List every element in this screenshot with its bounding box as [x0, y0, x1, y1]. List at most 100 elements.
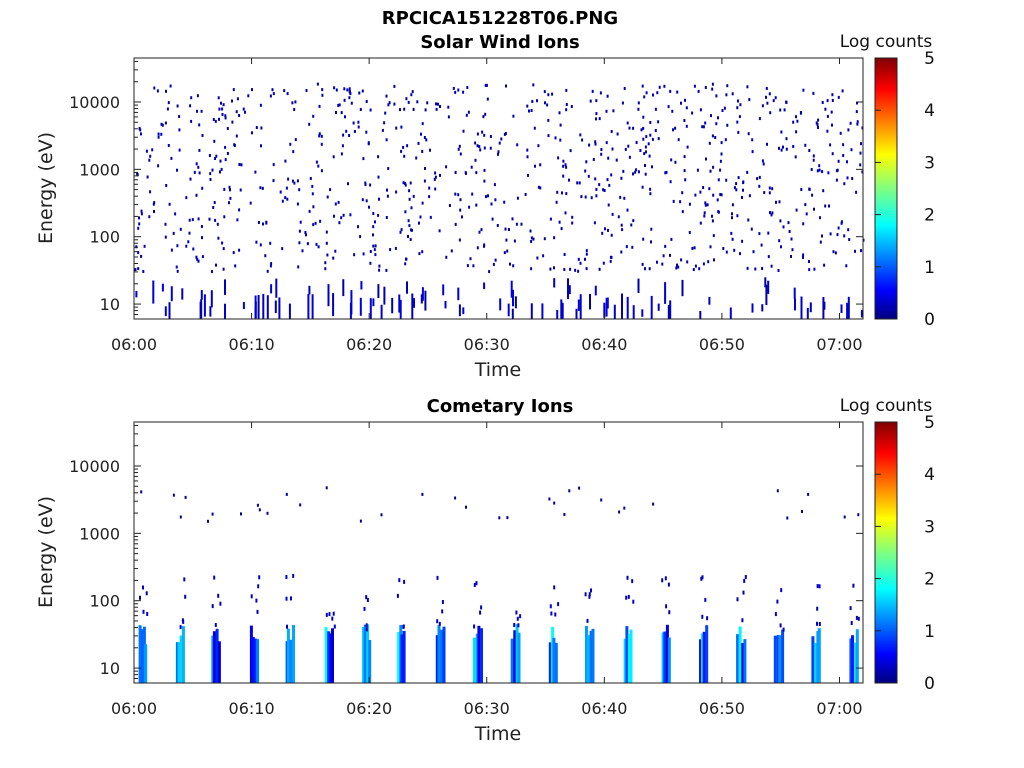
- heatmap-cell: [218, 107, 221, 111]
- heatmap-cell: [731, 203, 734, 207]
- heatmap-cell: [374, 220, 376, 224]
- heatmap-cell: [856, 122, 859, 126]
- heatmap-cell: [485, 195, 487, 199]
- heatmap-cell: [667, 637, 671, 683]
- heatmap-cell: [737, 99, 739, 103]
- heatmap-cell: [647, 142, 650, 146]
- heatmap-cell: [817, 126, 819, 129]
- heatmap-cell: [296, 202, 299, 206]
- heatmap-cell: [161, 283, 164, 292]
- heatmap-cell: [623, 87, 626, 90]
- heatmap-cell: [221, 113, 224, 116]
- heatmap-cell: [170, 286, 173, 302]
- heatmap-cell: [810, 168, 813, 171]
- heatmap-cell: [507, 228, 510, 231]
- heatmap-cell: [387, 103, 390, 107]
- heatmap-cell: [616, 132, 619, 136]
- heatmap-cell: [623, 506, 626, 510]
- heatmap-cell: [571, 215, 574, 219]
- heatmap-cell: [828, 204, 830, 208]
- heatmap-cell: [776, 599, 779, 604]
- heatmap-cell: [507, 303, 510, 317]
- heatmap-cell: [218, 117, 220, 121]
- heatmap-cell: [705, 157, 707, 161]
- heatmap-cell: [216, 222, 219, 226]
- colorbar-tick-label: 3: [924, 153, 935, 173]
- panel-title-solar-wind: Solar Wind Ions: [420, 32, 579, 53]
- heatmap-cell: [324, 627, 328, 683]
- heatmap-cell: [409, 238, 412, 241]
- heatmap-cell: [576, 181, 579, 185]
- heatmap-cell: [813, 207, 815, 211]
- heatmap-cell: [412, 194, 415, 198]
- heatmap-cell: [785, 147, 788, 151]
- heatmap-cell: [860, 249, 862, 253]
- heatmap-cell: [568, 178, 570, 182]
- heatmap-cell: [588, 594, 591, 599]
- heatmap-cell: [756, 177, 759, 181]
- heatmap-cell: [254, 638, 258, 683]
- heatmap-cell: [699, 221, 702, 225]
- heatmap-cell: [568, 489, 571, 493]
- heatmap-cell: [506, 249, 509, 253]
- heatmap-cell: [644, 267, 646, 271]
- heatmap-cell: [731, 216, 733, 220]
- heatmap-cell: [701, 575, 704, 580]
- heatmap-cell: [489, 146, 492, 150]
- heatmap-cell: [188, 231, 191, 235]
- heatmap-cell: [632, 305, 635, 319]
- heatmap-cell: [719, 193, 722, 196]
- heatmap-cell: [686, 260, 689, 264]
- heatmap-cell: [699, 639, 703, 683]
- heatmap-cell: [615, 158, 618, 162]
- heatmap-cell: [783, 108, 786, 112]
- heatmap-cell: [623, 196, 626, 200]
- heatmap-cell: [417, 141, 420, 145]
- heatmap-cell: [612, 109, 615, 113]
- heatmap-cell: [266, 511, 269, 515]
- heatmap-cell: [467, 110, 470, 114]
- heatmap-cell: [511, 217, 514, 221]
- heatmap-cell: [683, 169, 686, 173]
- heatmap-cell: [403, 154, 406, 158]
- heatmap-cell: [439, 173, 441, 177]
- heatmap-cell: [407, 235, 409, 238]
- heatmap-cell: [644, 164, 646, 167]
- heatmap-cell: [606, 178, 609, 182]
- heatmap-cell: [457, 193, 460, 197]
- heatmap-cell: [751, 150, 754, 154]
- heatmap-cell: [512, 264, 515, 268]
- heatmap-cell: [308, 209, 311, 213]
- heatmap-cell: [304, 231, 307, 234]
- heatmap-cell: [546, 103, 549, 107]
- colorbar-ticks-solar-wind: 0 1 2 3 4 5: [875, 49, 935, 330]
- heatmap-cell: [447, 115, 450, 119]
- heatmap-cell: [637, 101, 640, 105]
- heatmap-cell: [176, 104, 179, 108]
- heatmap-cell: [852, 583, 855, 588]
- heatmap-cell: [321, 93, 324, 97]
- heatmap-cell: [285, 186, 288, 190]
- heatmap-cell: [635, 168, 638, 172]
- heatmap-cell: [290, 596, 292, 601]
- heatmap-cell: [688, 202, 691, 206]
- heatmap-cell: [420, 294, 423, 304]
- heatmap-cell: [590, 588, 592, 593]
- heatmap-cell: [145, 149, 148, 153]
- heatmap-cell: [140, 132, 142, 136]
- heatmap-cell: [741, 618, 744, 623]
- heatmap-cell: [694, 193, 697, 197]
- heatmap-cell: [621, 101, 624, 105]
- heatmap-cell: [251, 637, 255, 683]
- heatmap-cell: [771, 187, 774, 191]
- heatmap-cell: [428, 195, 431, 199]
- heatmap-cell: [198, 171, 201, 175]
- heatmap-cell: [584, 592, 587, 597]
- heatmap-cell: [808, 268, 811, 272]
- heatmap-cell: [537, 144, 540, 148]
- heatmap-cell: [662, 254, 665, 258]
- heatmap-cell: [731, 237, 734, 241]
- heatmap-cell: [610, 130, 613, 133]
- heatmap-cell: [178, 115, 181, 118]
- heatmap-cell: [157, 135, 160, 139]
